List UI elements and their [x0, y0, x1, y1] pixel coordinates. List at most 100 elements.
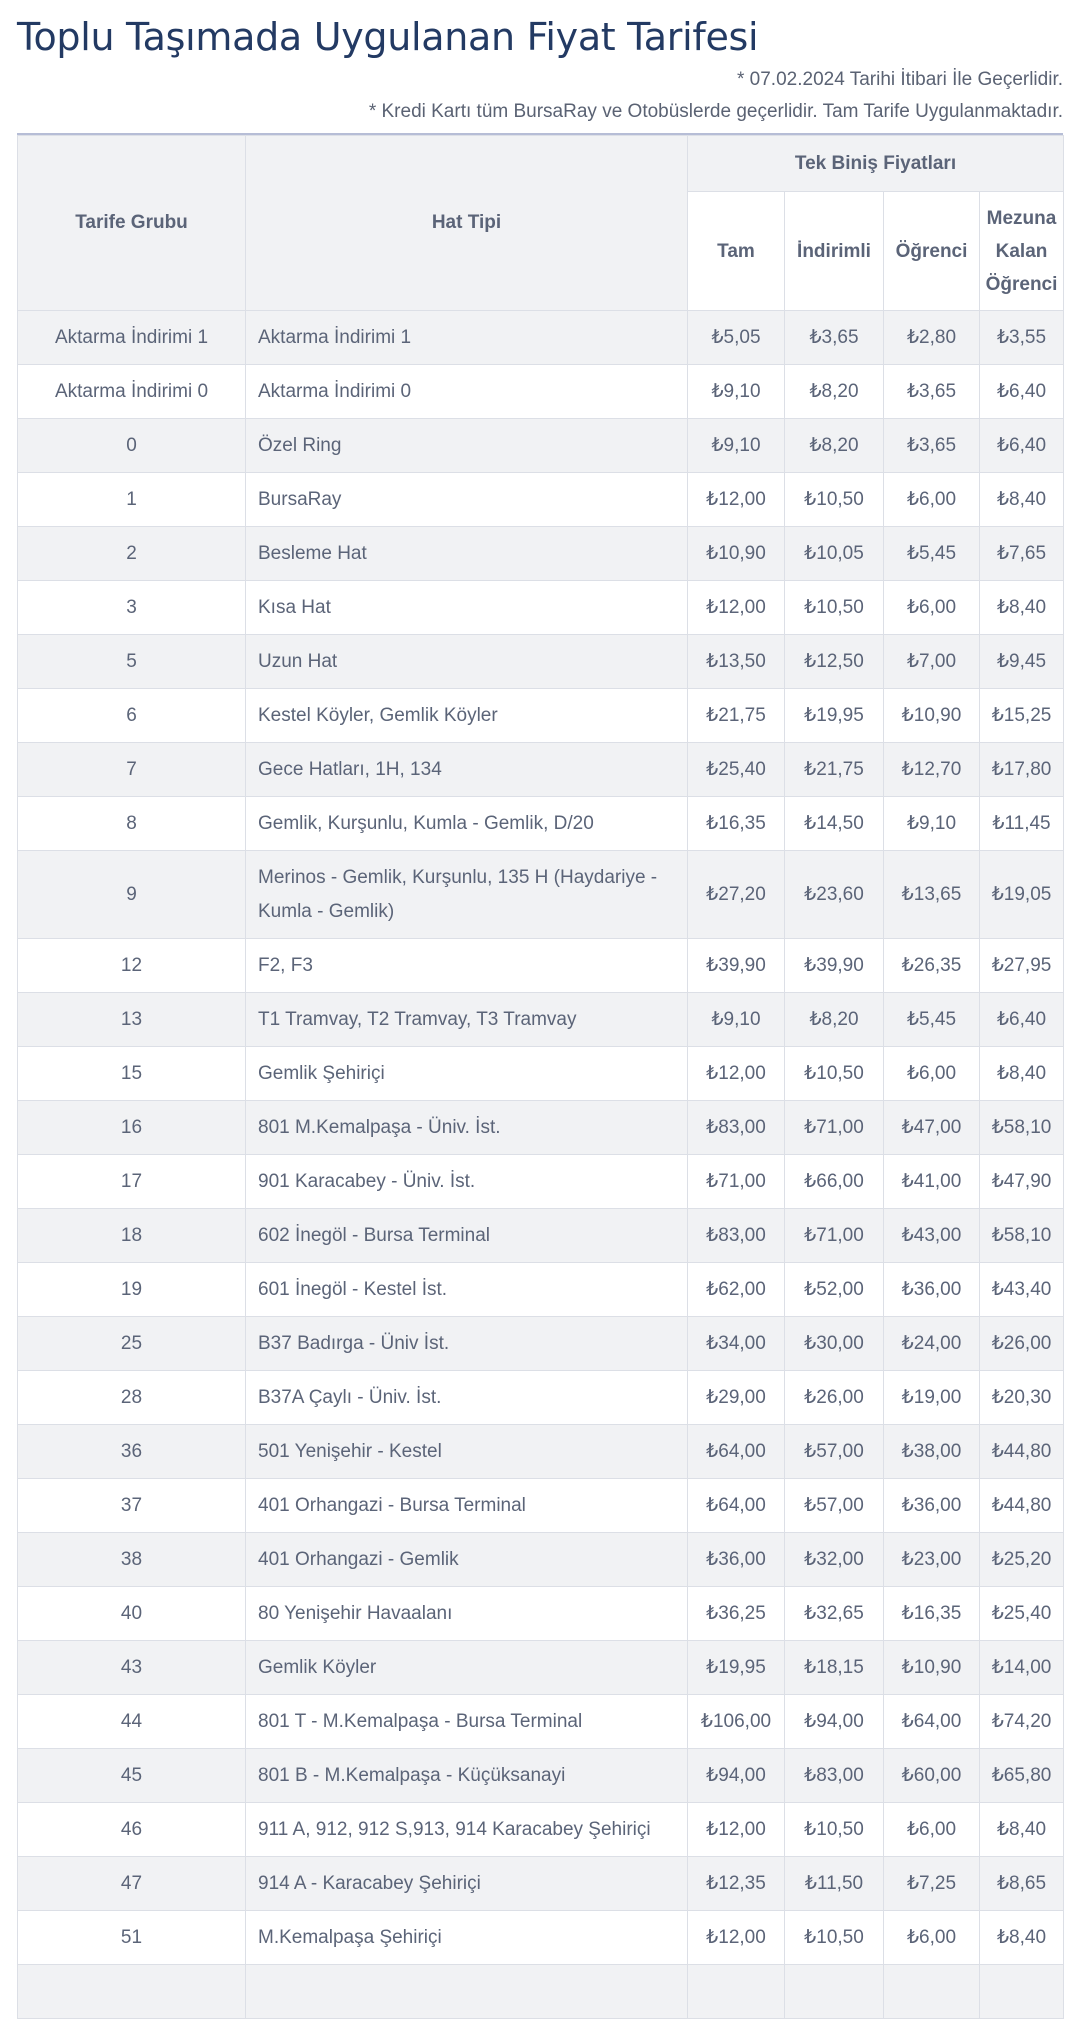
cell-student-price: [883, 1964, 980, 2019]
cell-tariff-group: 2: [17, 526, 246, 581]
cell-tariff-group: Aktarma İndirimi 1: [17, 310, 246, 365]
cell-tariff-group: 16: [17, 1100, 246, 1155]
cell-student-price: ₺23,00: [883, 1532, 980, 1587]
credit-card-note: * Kredi Kartı tüm BursaRay ve Otobüslerd…: [368, 101, 1063, 122]
table-row: 46 911 A, 912, 912 S,913, 914 Karacabey Ş…: [17, 1802, 1065, 1857]
cell-discounted-price: ₺21,75: [784, 742, 884, 797]
cell-line-type: Gemlik Köyler: [245, 1640, 688, 1695]
cell-tariff-group: 44: [17, 1694, 246, 1749]
cell-graduate-student-price: ₺47,90: [978, 1154, 1065, 1209]
header-full: Tam: [687, 191, 785, 311]
header-tariff-group: Tarife Grubu: [17, 135, 246, 311]
cell-discounted-price: ₺10,05: [784, 526, 884, 581]
table-row: 19 601 İnegöl - Kestel İst. ₺62,00 ₺52,00 ₺3…: [17, 1262, 1065, 1317]
cell-full-price: ₺34,00: [687, 1316, 785, 1371]
cell-student-price: ₺7,25: [883, 1856, 980, 1911]
cell-discounted-price: ₺8,20: [784, 992, 884, 1047]
cell-discounted-price: ₺66,00: [784, 1154, 884, 1209]
cell-graduate-student-price: ₺58,10: [978, 1100, 1065, 1155]
header-discounted: İndirimli: [784, 191, 884, 311]
table-row: 25 B37 Badırga - Üniv İst. ₺34,00 ₺30,00 ₺24…: [17, 1316, 1065, 1371]
cell-tariff-group: 43: [17, 1640, 246, 1695]
cell-discounted-price: ₺18,15: [784, 1640, 884, 1695]
cell-line-type: Özel Ring: [245, 418, 688, 473]
cell-discounted-price: ₺3,65: [784, 310, 884, 365]
cell-tariff-group: 46: [17, 1802, 246, 1857]
table-row: 43 Gemlik Köyler ₺19,95 ₺18,15 ₺10,90 ₺14,00: [17, 1640, 1065, 1695]
cell-discounted-price: ₺71,00: [784, 1208, 884, 1263]
cell-line-type: 911 A, 912, 912 S,913, 914 Karacabey Şeh…: [245, 1802, 688, 1857]
cell-student-price: ₺3,65: [883, 364, 980, 419]
cell-line-type: B37A Çaylı - Üniv. İst.: [245, 1370, 688, 1425]
cell-graduate-student-price: ₺44,80: [978, 1424, 1065, 1479]
cell-full-price: ₺83,00: [687, 1100, 785, 1155]
cell-student-price: ₺9,10: [883, 796, 980, 851]
table-row: 51 M.Kemalpaşa Şehiriçi ₺12,00 ₺10,50 ₺6,00 ₺…: [17, 1910, 1065, 1965]
cell-graduate-student-price: ₺8,65: [978, 1856, 1065, 1911]
cell-student-price: ₺10,90: [883, 688, 980, 743]
table-row: 5 Uzun Hat ₺13,50 ₺12,50 ₺7,00 ₺9,45: [17, 634, 1065, 689]
cell-graduate-student-price: [978, 1964, 1065, 2019]
cell-full-price: ₺36,25: [687, 1586, 785, 1641]
cell-student-price: ₺64,00: [883, 1694, 980, 1749]
cell-tariff-group: 37: [17, 1478, 246, 1533]
cell-line-type: 801 T - M.Kemalpaşa - Bursa Terminal: [245, 1694, 688, 1749]
cell-line-type: 901 Karacabey - Üniv. İst.: [245, 1154, 688, 1209]
cell-discounted-price: ₺10,50: [784, 1046, 884, 1101]
cell-line-type: T1 Tramvay, T2 Tramvay, T3 Tramvay: [245, 992, 688, 1047]
table-row: 40 80 Yenişehir Havaalanı ₺36,25 ₺32,65 ₺16,…: [17, 1586, 1065, 1641]
cell-graduate-student-price: ₺6,40: [978, 992, 1065, 1047]
cell-line-type: 914 A - Karacabey Şehiriçi: [245, 1856, 688, 1911]
cell-line-type: 501 Yenişehir - Kestel: [245, 1424, 688, 1479]
cell-tariff-group: 51: [17, 1910, 246, 1965]
cell-discounted-price: ₺10,50: [784, 1910, 884, 1965]
table-row: 9 Merinos - Gemlik, Kurşunlu, 135 H (Hayd…: [17, 850, 1065, 939]
cell-tariff-group: 36: [17, 1424, 246, 1479]
cell-tariff-group: 45: [17, 1748, 246, 1803]
cell-discounted-price: ₺94,00: [784, 1694, 884, 1749]
cell-student-price: ₺6,00: [883, 580, 980, 635]
cell-tariff-group: 15: [17, 1046, 246, 1101]
cell-student-price: ₺13,65: [883, 850, 980, 939]
cell-full-price: ₺71,00: [687, 1154, 785, 1209]
cell-student-price: ₺24,00: [883, 1316, 980, 1371]
cell-tariff-group: [17, 1964, 246, 2019]
cell-discounted-price: ₺19,95: [784, 688, 884, 743]
cell-student-price: ₺41,00: [883, 1154, 980, 1209]
cell-discounted-price: ₺71,00: [784, 1100, 884, 1155]
cell-discounted-price: ₺30,00: [784, 1316, 884, 1371]
table-row: Aktarma İndirimi 0 Aktarma İndirimi 0 ₺9,1…: [17, 364, 1065, 419]
cell-graduate-student-price: ₺3,55: [978, 310, 1065, 365]
table-row: 8 Gemlik, Kurşunlu, Kumla - Gemlik, D/20 ₺…: [17, 796, 1065, 851]
cell-student-price: ₺47,00: [883, 1100, 980, 1155]
cell-graduate-student-price: ₺8,40: [978, 580, 1065, 635]
cell-student-price: ₺26,35: [883, 938, 980, 993]
cell-tariff-group: 47: [17, 1856, 246, 1911]
cell-full-price: ₺9,10: [687, 364, 785, 419]
cell-tariff-group: 3: [17, 580, 246, 635]
cell-full-price: ₺64,00: [687, 1478, 785, 1533]
cell-full-price: ₺9,10: [687, 992, 785, 1047]
table-row: 36 501 Yenişehir - Kestel ₺64,00 ₺57,00 ₺38,…: [17, 1424, 1065, 1479]
cell-tariff-group: 6: [17, 688, 246, 743]
cell-student-price: ₺43,00: [883, 1208, 980, 1263]
cell-graduate-student-price: ₺17,80: [978, 742, 1065, 797]
cell-tariff-group: 9: [17, 850, 246, 939]
cell-full-price: ₺13,50: [687, 634, 785, 689]
cell-tariff-group: 7: [17, 742, 246, 797]
cell-discounted-price: ₺57,00: [784, 1424, 884, 1479]
cell-graduate-student-price: ₺20,30: [978, 1370, 1065, 1425]
cell-tariff-group: 40: [17, 1586, 246, 1641]
cell-student-price: ₺7,00: [883, 634, 980, 689]
cell-line-type: Gemlik Şehiriçi: [245, 1046, 688, 1101]
cell-line-type: [245, 1964, 688, 2019]
table-row: [17, 1964, 1065, 2019]
cell-student-price: ₺10,90: [883, 1640, 980, 1695]
cell-tariff-group: 0: [17, 418, 246, 473]
cell-line-type: Kestel Köyler, Gemlik Köyler: [245, 688, 688, 743]
cell-graduate-student-price: ₺8,40: [978, 472, 1065, 527]
cell-full-price: ₺12,00: [687, 1910, 785, 1965]
header-graduate-student: Mezuna Kalan Öğrenci: [978, 191, 1065, 311]
cell-tariff-group: 12: [17, 938, 246, 993]
cell-full-price: ₺106,00: [687, 1694, 785, 1749]
